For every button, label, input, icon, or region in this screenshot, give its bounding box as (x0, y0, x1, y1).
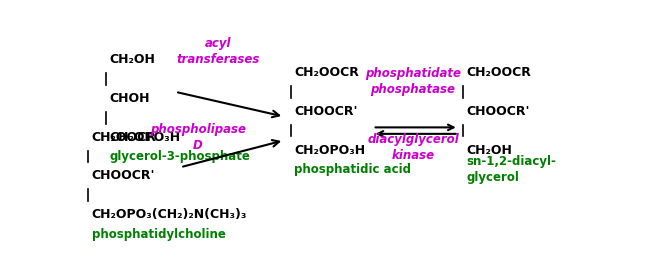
Text: CHOH: CHOH (110, 92, 150, 105)
Text: CH₂OOCR: CH₂OOCR (295, 66, 359, 79)
Text: phosphatidic acid: phosphatidic acid (295, 163, 411, 176)
Text: CH₂OH: CH₂OH (466, 144, 512, 157)
Text: phospholipase
D: phospholipase D (150, 123, 246, 151)
Text: sn-1,2-diacyl-
glycerol: sn-1,2-diacyl- glycerol (466, 155, 556, 184)
Text: phosphatidate
phosphatase: phosphatidate phosphatase (365, 67, 461, 95)
Text: CH₂OPO₃H: CH₂OPO₃H (110, 130, 181, 144)
Text: diacylglycerol
kinase: diacylglycerol kinase (367, 133, 459, 162)
Text: CH₂OH: CH₂OH (110, 53, 155, 66)
Text: CHOOCR': CHOOCR' (91, 169, 155, 182)
Text: CH₂OOCR: CH₂OOCR (466, 66, 531, 79)
Text: CH₂OPO₃(CH₂)₂N(CH₃)₃: CH₂OPO₃(CH₂)₂N(CH₃)₃ (91, 208, 247, 221)
Text: CH₂OPO₃H: CH₂OPO₃H (295, 144, 365, 157)
Text: CHOOCR': CHOOCR' (466, 105, 530, 118)
Text: CH₂OOCR: CH₂OOCR (91, 130, 157, 144)
Text: phosphatidylcholine: phosphatidylcholine (91, 228, 226, 241)
Text: CHOOCR': CHOOCR' (295, 105, 358, 118)
Text: glycerol-3-phosphate: glycerol-3-phosphate (110, 150, 250, 163)
Text: acyl
transferases: acyl transferases (176, 38, 260, 66)
